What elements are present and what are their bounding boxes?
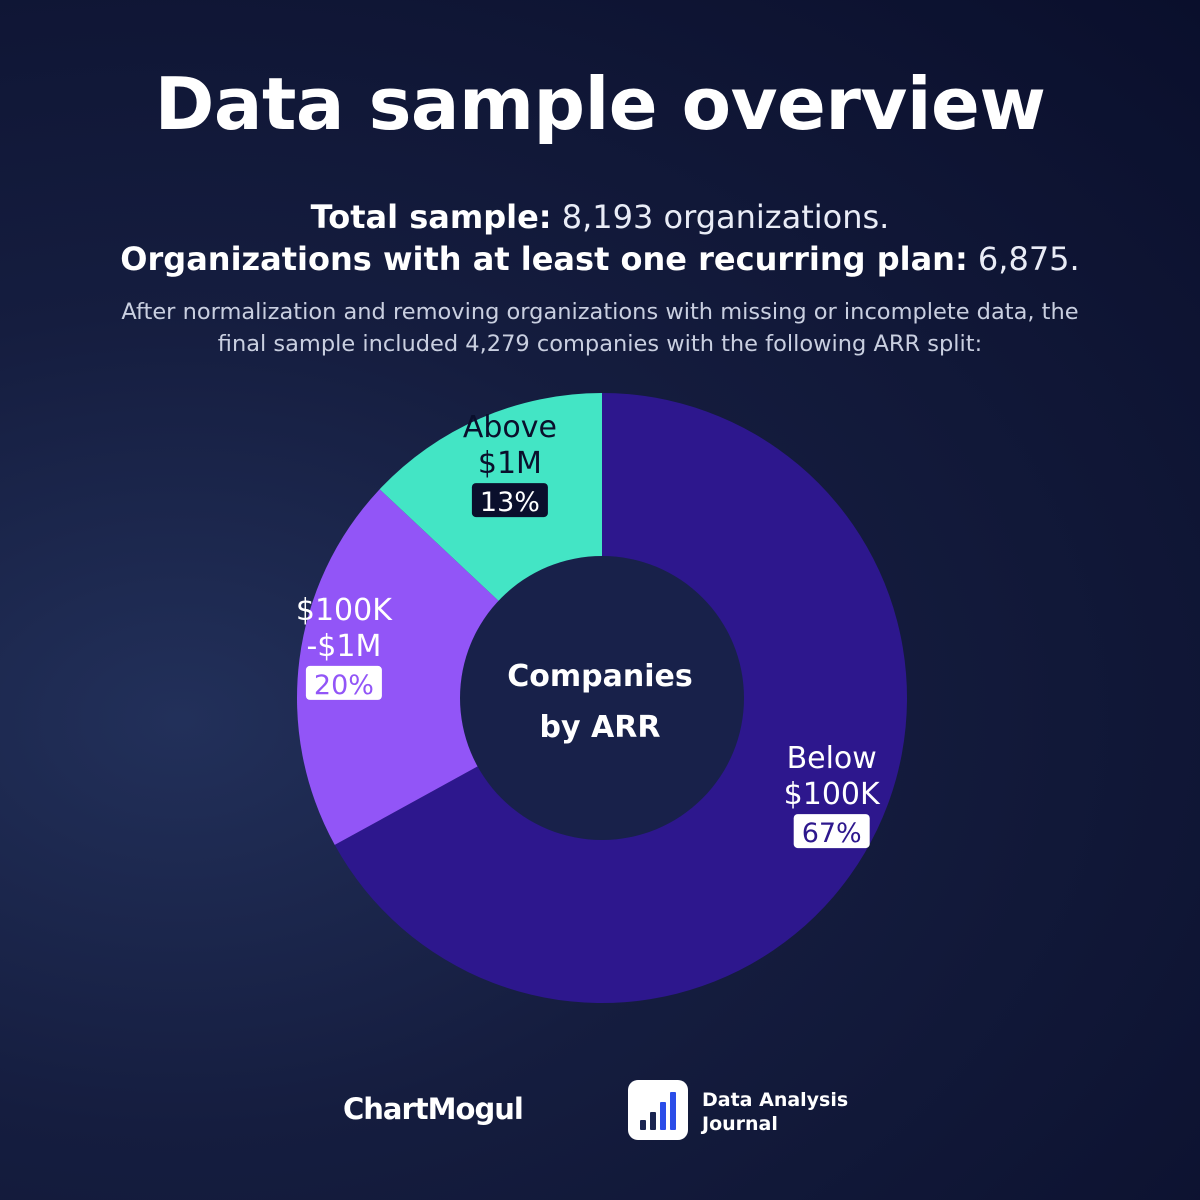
percent-label-2: 20% [314,670,374,701]
segment-label-1-line-1: Below [787,741,877,776]
sample-description: After normalization and removing organiz… [121,299,1079,357]
sample-stats: Total sample: 8,193 organizations. Organ… [0,196,1200,280]
percent-label-3: 13% [480,487,540,518]
segment-label-1-line-2: $100K [784,777,881,812]
segment-label-2-line-1: $100K [296,593,393,628]
percent-badge-3 [471,483,548,518]
segment-label-3-line-1: Above [463,410,557,445]
donut-center-hole [460,556,744,840]
recurring-plan-value: 6,875. [977,240,1080,278]
page-title: Data sample overview [154,62,1046,146]
segment-label-3-line-2: $1M [478,446,542,481]
slice-2 [297,489,602,845]
bar-1 [640,1120,646,1130]
bar-2 [650,1112,656,1130]
dj-line-2: Journal [702,1113,778,1135]
bar-3 [660,1102,666,1130]
recurring-plan-label: Organizations with at least one recurrin… [120,240,968,278]
center-title-line-2: by ARR [540,710,661,745]
chartmogul-logo: ChartMogul [343,1092,524,1126]
percent-badge-1 [793,814,870,849]
recurring-plan-line: Organizations with at least one recurrin… [0,238,1200,280]
total-sample-line: Total sample: 8,193 organizations. [0,196,1200,238]
percent-badge-2 [305,665,382,700]
data-analysis-journal-name: Data Analysis Journal [702,1088,848,1136]
total-sample-label: Total sample: [310,198,552,236]
data-analysis-journal-icon [628,1080,688,1140]
bar-4 [670,1092,676,1130]
dj-line-1: Data Analysis [702,1089,849,1111]
total-sample-value: 8,193 organizations. [561,198,890,236]
segment-label-2-line-2: -$1M [306,629,381,664]
center-title-line-1: Companies [507,659,692,694]
percent-label-1: 67% [802,818,862,849]
